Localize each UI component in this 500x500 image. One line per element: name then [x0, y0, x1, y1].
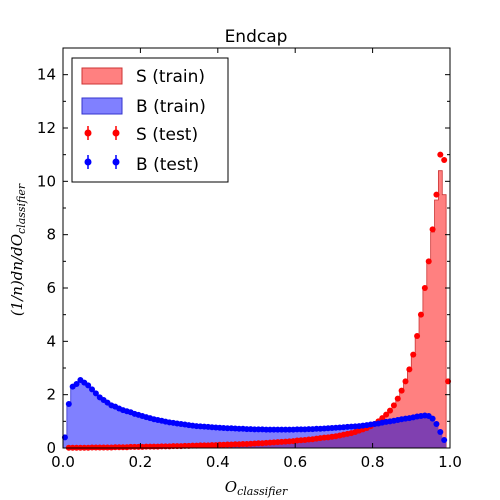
- b-test-point: [441, 437, 448, 443]
- legend-label-s-test: S (test): [136, 125, 198, 145]
- y-tick-label: 14: [37, 66, 56, 84]
- s-test-point: [402, 378, 409, 385]
- s-test-point: [398, 387, 405, 394]
- x-tick-label: 0.2: [128, 453, 152, 471]
- y-tick-label: 10: [37, 172, 56, 190]
- s-test-point: [406, 366, 413, 373]
- legend-swatch-b-train: [81, 97, 123, 115]
- legend-label-b-train: B (train): [136, 97, 206, 117]
- s-test-point: [437, 151, 444, 158]
- s-test-points: [65, 151, 452, 451]
- b-test-point: [437, 429, 444, 435]
- legend-swatch-s-train: [81, 67, 123, 85]
- s-test-point: [417, 311, 424, 318]
- legend-label-s-train: S (train): [136, 67, 205, 87]
- s-test-point: [394, 395, 401, 402]
- s-test-point: [390, 402, 397, 409]
- y-tick-label: 6: [46, 279, 56, 297]
- x-axis-label: Oclassifier: [225, 478, 288, 498]
- y-tick-label: 2: [46, 386, 56, 404]
- y-tick-label: 8: [46, 226, 56, 244]
- legend-label-b-test: B (test): [136, 155, 199, 175]
- s-test-point: [433, 191, 440, 198]
- plot-frame: [62, 47, 451, 449]
- s-test-point: [441, 157, 448, 163]
- s-test-point: [425, 258, 432, 265]
- b-test-point: [92, 390, 99, 397]
- legend: S (train) B (train) S (test) B (test): [71, 57, 229, 183]
- legend-marker-s-test: [84, 126, 120, 140]
- s-test-point: [379, 415, 386, 422]
- b-test-point: [429, 415, 436, 422]
- s-test-point: [421, 285, 428, 291]
- b-test-points: [61, 377, 448, 443]
- b-test-point: [73, 381, 80, 387]
- y-tick-label: 12: [37, 119, 56, 137]
- legend-marker-b-test: [84, 155, 120, 169]
- y-tick-label: 0: [46, 439, 56, 457]
- b-test-point: [85, 382, 92, 389]
- s-test-point: [410, 351, 417, 358]
- s-test-point: [387, 407, 394, 414]
- chart-title: Endcap: [225, 27, 288, 47]
- b-test-point: [433, 421, 440, 427]
- y-tick-label: 4: [46, 332, 56, 350]
- b-test-point: [65, 401, 72, 407]
- x-tick-label: 0.4: [206, 453, 230, 471]
- x-tick-label: 0.6: [283, 453, 307, 471]
- s-test-point: [383, 411, 390, 418]
- x-tick-label: 0.8: [361, 453, 385, 471]
- s-test-point: [414, 333, 421, 339]
- x-tick-label: 0.0: [51, 453, 75, 471]
- axis-ticks: 0.0 0.2 0.4 0.6 0.8 1.0 0 2 4 6 8 10 12 14: [37, 48, 462, 471]
- y-axis-label: (1/n)dn/dOclassifier: [8, 183, 28, 316]
- overlap-histogram: [63, 415, 450, 448]
- s-test-point: [429, 226, 436, 233]
- plot-area: [61, 151, 452, 451]
- b-test-point: [89, 386, 96, 393]
- x-tick-label: 1.0: [438, 453, 462, 471]
